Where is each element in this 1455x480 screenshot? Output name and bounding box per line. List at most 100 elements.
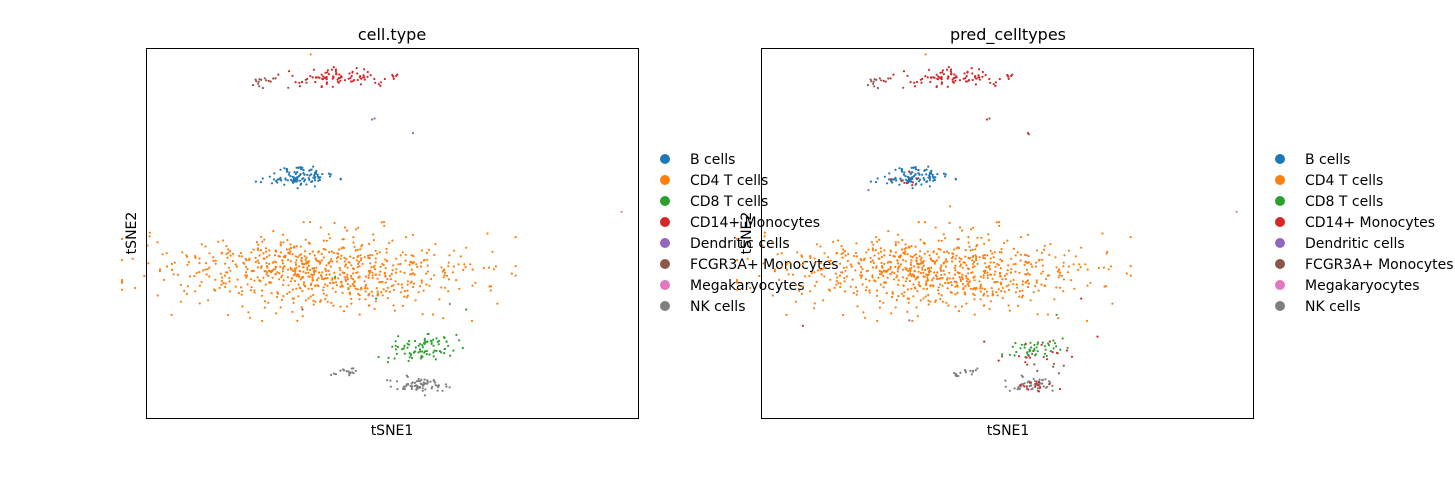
point-cd4-t-cells [813, 302, 816, 305]
point-nk-cells [414, 384, 417, 387]
point-cd4-t-cells [934, 299, 938, 302]
point-cd4-t-cells [1021, 294, 1024, 297]
point-cd4-t-cells [261, 289, 264, 292]
point-cd4-t-cells [923, 252, 927, 255]
point-cd4-t-cells [386, 259, 389, 262]
point-cd4-t-cells [384, 258, 387, 261]
point-cd14-monocytes [915, 177, 918, 180]
point-cd14-monocytes [1065, 349, 1069, 352]
point-b-cells [286, 179, 289, 182]
point-cd4-t-cells [1008, 309, 1011, 312]
point-cd14-monocytes [988, 77, 991, 81]
point-cd4-t-cells [958, 271, 961, 275]
point-b-cells [910, 171, 914, 174]
point-cd4-t-cells [410, 280, 413, 283]
point-cd4-t-cells [329, 237, 332, 240]
point-nk-cells [351, 371, 354, 374]
point-cd4-t-cells [326, 284, 329, 287]
point-cd14-monocytes [1045, 358, 1049, 361]
point-cd4-t-cells [1109, 265, 1112, 268]
point-cd4-t-cells [771, 294, 774, 297]
point-nk-cells [433, 380, 436, 383]
point-cd4-t-cells [973, 287, 976, 290]
point-cd8-t-cells [435, 349, 438, 352]
point-cd4-t-cells [937, 289, 940, 292]
point-cd4-t-cells [861, 274, 864, 277]
point-cd14-monocytes [355, 67, 358, 70]
point-fcgr3a-monocytes [1036, 369, 1039, 372]
point-b-cells [318, 178, 321, 182]
point-cd4-t-cells [809, 256, 812, 259]
point-nk-cells [424, 388, 427, 391]
point-cd4-t-cells [987, 239, 991, 242]
point-fcgr3a-monocytes [1052, 362, 1056, 365]
point-cd4-t-cells [447, 265, 450, 268]
point-cd4-t-cells [385, 247, 388, 251]
point-cd4-t-cells [227, 251, 230, 254]
point-cd4-t-cells [223, 274, 226, 277]
point-cd4-t-cells [879, 250, 883, 253]
point-cd4-t-cells [331, 287, 334, 290]
point-b-cells [891, 181, 894, 184]
point-cd4-t-cells [875, 266, 878, 269]
point-nk-cells [402, 386, 405, 389]
point-cd4-t-cells [282, 267, 285, 270]
point-cd4-t-cells [227, 313, 230, 317]
point-cd8-t-cells [1053, 342, 1057, 345]
point-cd4-t-cells [879, 283, 882, 286]
point-cd14-monocytes [324, 71, 327, 74]
point-cd4-t-cells [911, 256, 914, 259]
legend-marker-megakaryocytes [1275, 280, 1285, 290]
point-cd4-t-cells [940, 294, 943, 297]
point-cd4-t-cells [413, 273, 416, 276]
point-cd4-t-cells [281, 274, 284, 277]
point-cd4-t-cells [336, 260, 339, 263]
point-cd4-t-cells [866, 269, 870, 272]
point-cd14-monocytes [294, 81, 297, 84]
point-cd4-t-cells [440, 266, 443, 269]
point-cd8-t-cells [1020, 343, 1023, 346]
point-cd4-t-cells [244, 271, 248, 274]
point-cd4-t-cells [940, 273, 943, 276]
point-cd4-t-cells [1019, 253, 1022, 256]
point-cd4-t-cells [198, 257, 201, 260]
point-cd4-t-cells [910, 287, 913, 290]
point-cd8-t-cells [1014, 342, 1017, 345]
point-nk-cells [434, 384, 437, 387]
point-b-cells [280, 179, 283, 182]
point-cd4-t-cells [1035, 261, 1038, 264]
point-cd4-t-cells [1105, 285, 1108, 288]
point-cd4-t-cells [186, 263, 189, 266]
point-cd8-t-cells [401, 348, 404, 351]
point-cd4-t-cells [895, 276, 898, 279]
point-cd4-t-cells [981, 287, 984, 290]
point-cd4-t-cells [894, 243, 897, 246]
point-cd4-t-cells [924, 283, 928, 287]
point-cd4-t-cells [406, 283, 409, 286]
point-cd4-t-cells [925, 287, 929, 290]
point-cd4-t-cells [810, 272, 813, 275]
point-cd4-t-cells [426, 264, 429, 267]
point-cd4-t-cells [1025, 273, 1028, 276]
legend-label-b-cells: B cells [690, 152, 735, 168]
point-cd4-t-cells [1019, 236, 1023, 239]
point-megakaryocytes [620, 210, 623, 213]
point-cd4-t-cells [379, 270, 382, 273]
point-cd4-t-cells [457, 263, 460, 266]
point-cd8-t-cells [1066, 346, 1069, 349]
point-cd8-t-cells [1035, 346, 1038, 349]
point-cd4-t-cells [1023, 253, 1026, 256]
point-b-cells [306, 173, 309, 176]
point-cd4-t-cells [433, 253, 436, 256]
point-cd4-t-cells [170, 262, 173, 266]
point-nk-cells [1013, 387, 1016, 390]
point-cd4-t-cells [327, 269, 330, 272]
point-cd4-t-cells [312, 299, 315, 302]
point-cd4-t-cells [420, 281, 423, 284]
point-cd14-monocytes [924, 75, 927, 78]
point-cd4-t-cells [225, 252, 228, 256]
point-cd4-t-cells [996, 280, 999, 283]
point-cd4-t-cells [400, 283, 403, 286]
legend-marker-fcgr3a-monocytes [660, 259, 670, 269]
point-cd8-t-cells [455, 333, 458, 336]
